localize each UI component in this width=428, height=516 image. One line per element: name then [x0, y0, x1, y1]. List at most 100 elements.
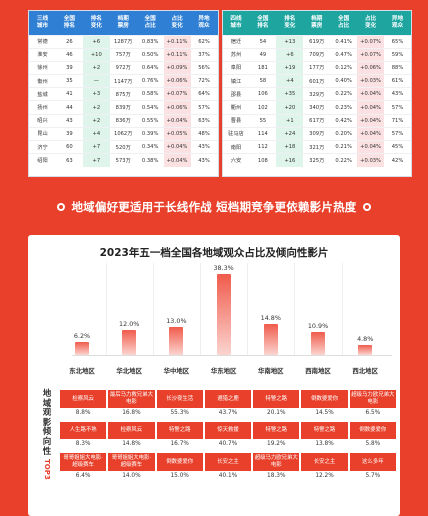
- top3-label: TOP3: [43, 459, 51, 480]
- table-cell: 苏州: [222, 47, 250, 62]
- bar: [358, 344, 373, 355]
- table-row: 济宁 60 +7 520万 0.34% +0.04% 43%: [29, 139, 218, 154]
- table-cell: +0.04%: [357, 87, 385, 101]
- category-label: 华北地区: [116, 367, 142, 375]
- table-row: 淮安 46 +10 757万 0.50% +0.11% 37%: [29, 47, 218, 62]
- table-cell: 114: [249, 126, 277, 141]
- table-cell: 昭兴: [29, 113, 56, 128]
- table-row: 昆山 39 +4 1062万 0.39% +0.05% 48%: [29, 126, 218, 141]
- table-cell: 1147万: [109, 74, 137, 88]
- table-cell: 43%: [190, 153, 218, 167]
- table-cell: 64%: [190, 87, 218, 101]
- table-cell: 镇江: [222, 74, 250, 88]
- table-cell: 0.42%: [330, 113, 358, 128]
- table-cell: 0.34%: [136, 139, 164, 154]
- film-title-tag: 特警之路: [253, 421, 300, 439]
- pct-row: 8.8% 16.8% 55.3% 43.7% 20.1% 14.5% 6.5%: [60, 408, 396, 419]
- table-row: 镇江 58 +4 601万 0.40% +0.03% 61%: [222, 74, 411, 88]
- tier3-city-table: 三线 城市 全国 排名 排名 变化 档期 票房 全国 占比 占比 变化 异地 观众 常德 26 +6 1287万…: [28, 10, 219, 177]
- table-cell: 71%: [384, 113, 411, 128]
- table-cell: 0.20%: [330, 126, 358, 141]
- table-cell: 0.38%: [136, 153, 164, 167]
- gridline: [294, 263, 296, 355]
- table-row: 衡州 35—1147万 0.76% +0.06% 72%: [29, 74, 218, 88]
- table-cell: +0.11%: [163, 47, 191, 62]
- side-label: 地域观影倾向性 TOP3: [36, 389, 58, 516]
- table-cell: 112: [249, 139, 277, 154]
- table-cell: 41: [55, 87, 83, 101]
- film-pct: 12.2%: [315, 472, 334, 479]
- table-cell: +20: [276, 100, 304, 115]
- table-cell: +10: [82, 47, 110, 62]
- table-row: 衢州 102 +20 340万 0.23% +0.04% 57%: [222, 100, 411, 115]
- film-title-tag: 超级马力欧兄弟大电影: [349, 390, 396, 408]
- table-cell: +4: [82, 126, 110, 141]
- pct-row: 8.3% 14.8% 16.7% 40.7% 19.2% 13.8% 5.8%: [60, 439, 396, 450]
- table-row: 驻马店 114 +24 309万 0.20% +0.04% 57%: [222, 126, 411, 141]
- table-cell: 181: [249, 60, 277, 75]
- table-cell: 盐城: [29, 87, 56, 101]
- tier4-city-table: 四线 城市 全国 排名 排名 变化 档期 票房 全国 占比 占比 变化 异地 观众 宿迁 54 +13 619万…: [221, 10, 412, 177]
- table-row: 绍阳 63 +7 573万 0.38% +0.04% 43%: [29, 153, 218, 167]
- table-cell: 宿迁: [222, 34, 250, 49]
- gridline: [105, 263, 107, 355]
- film-pct: 19.2%: [267, 441, 286, 447]
- table-cell: 329万: [303, 87, 331, 101]
- table-cell: 62%: [190, 34, 218, 49]
- table-cell: 44: [55, 100, 83, 115]
- table-cell: 57%: [384, 100, 411, 115]
- table-cell: +0.05%: [163, 126, 191, 141]
- bar-value-label: 4.8%: [357, 334, 374, 343]
- tier4-header-4: 全国 占比: [330, 11, 358, 35]
- table-cell: 0.83%: [136, 34, 164, 49]
- tier4-header-5: 占比 变化: [357, 11, 385, 35]
- chart-title: 2023年五一档全国各地域观众占比及倾向性影片: [99, 247, 329, 259]
- table-cell: +35: [276, 87, 304, 101]
- table-cell: 49: [249, 47, 277, 62]
- bar-value-label: 14.8%: [260, 313, 281, 322]
- table-cell: 绍阳: [29, 153, 56, 167]
- table-cell: 0.47%: [330, 47, 358, 62]
- table-cell: +0.11%: [163, 34, 191, 49]
- table-cell: 102: [249, 100, 277, 115]
- table-cell: 0.58%: [136, 87, 164, 101]
- table-cell: —: [82, 74, 110, 88]
- category-label: 华南地区: [258, 367, 284, 375]
- table-cell: +0.06%: [163, 100, 191, 115]
- table-cell: 衡州: [29, 74, 56, 88]
- table-cell: +0.04%: [357, 126, 385, 141]
- table-row: 徐州 39 +2 972万 0.64% +0.09% 56%: [29, 60, 218, 75]
- table-cell: 63: [55, 153, 83, 167]
- table-cell: 839万: [109, 100, 137, 115]
- film-pct: 16.8%: [122, 409, 141, 416]
- bar: [216, 273, 231, 355]
- bar-value-label: 38.3%: [213, 263, 234, 272]
- film-title-tag: 倒数婆爱你: [349, 421, 396, 439]
- table-cell: 0.23%: [330, 100, 358, 115]
- table-cell: 836万: [109, 113, 137, 128]
- banner-text: 地域偏好更适用于长线作战 短档期竞争更依赖影片热度: [71, 200, 357, 214]
- film-title-tag: 哥哥姐姐大电影·超级赛车: [108, 453, 155, 471]
- table-cell: 875万: [109, 87, 137, 101]
- film-title-tag: 长安之主: [301, 453, 348, 471]
- film-pct: 13.8%: [315, 441, 334, 447]
- table-cell: 扬州: [29, 100, 56, 115]
- table-cell: +19: [276, 60, 304, 75]
- table-cell: +0.07%: [163, 87, 191, 101]
- side-label-text: 地域观影倾向性: [42, 389, 52, 457]
- table-cell: 709万: [303, 47, 331, 62]
- film-title-tag: 检察风云: [60, 390, 107, 408]
- film-title-tag: 特警之路: [301, 421, 348, 439]
- pct-row: 6.4% 14.0% 15.0% 40.1% 18.3% 12.2% 5.7%: [60, 471, 396, 482]
- table-row: 苏州 49 +6 709万 0.47% +0.07% 59%: [222, 47, 411, 62]
- table-cell: 57%: [384, 126, 411, 141]
- genre-row: 人生路不熟 检察风云 特警之路 惊天救援 特警之路 特警之路 倒数婆爱你: [60, 421, 396, 439]
- film-pct: 43.7%: [218, 409, 238, 416]
- table-cell: 43%: [384, 87, 411, 101]
- film-pct: 5.8%: [365, 441, 381, 447]
- category-label: 华东地区: [210, 367, 237, 375]
- tier3-header-0: 三线 城市: [29, 11, 56, 35]
- table-cell: 43: [55, 113, 83, 128]
- table-cell: 39: [55, 126, 83, 141]
- film-title-tag: 哥哥姐姐大电影·超级赛车: [60, 453, 107, 471]
